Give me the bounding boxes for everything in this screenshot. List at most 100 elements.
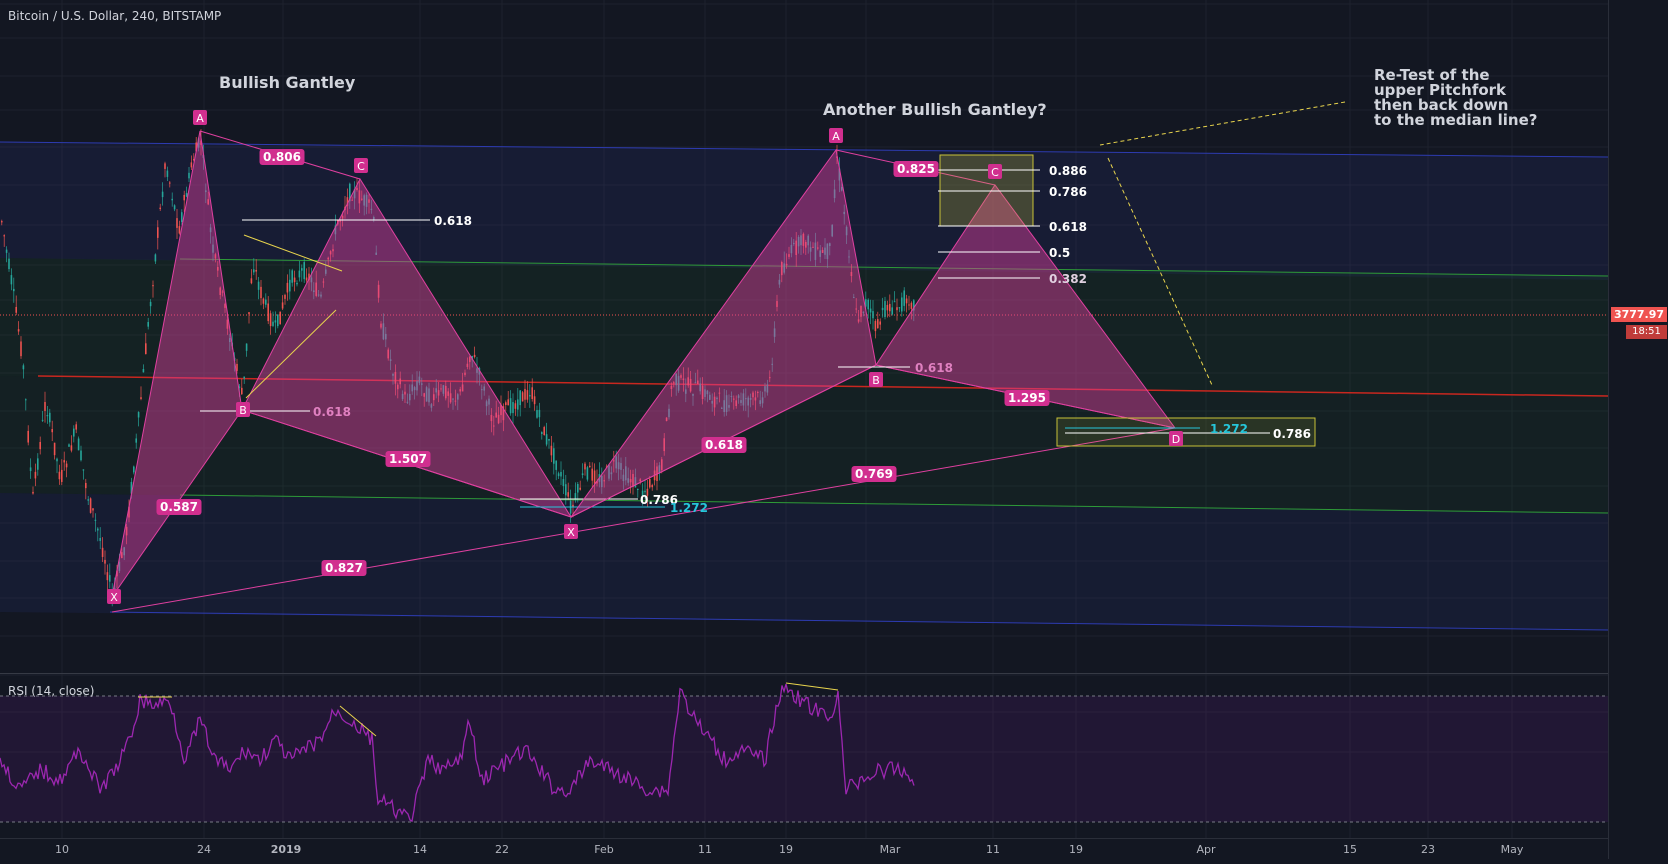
candle-body	[327, 257, 329, 260]
candle-body	[776, 301, 778, 307]
candle-body	[877, 319, 879, 329]
candle-body	[812, 246, 814, 248]
candle-body	[661, 459, 663, 470]
point-label-text: C	[357, 160, 365, 173]
candle-body	[509, 398, 512, 414]
fib-label: 0.618	[434, 214, 472, 228]
candle-body	[490, 414, 493, 422]
candle-body	[385, 333, 387, 340]
candle-body	[795, 240, 797, 255]
candle-body	[526, 390, 529, 400]
candle-body	[761, 397, 764, 404]
candle-body	[701, 385, 704, 399]
candle-body	[353, 189, 356, 199]
pane-separator[interactable]	[0, 673, 1608, 674]
candle-body	[253, 269, 255, 273]
candle-body	[226, 319, 229, 329]
time-axis[interactable]	[0, 838, 1608, 860]
candle-body	[555, 460, 557, 470]
candle-body	[881, 307, 884, 311]
candle-body	[75, 424, 77, 430]
price-axis[interactable]	[1608, 0, 1668, 859]
candle-body	[850, 271, 853, 277]
candle-body	[164, 163, 166, 169]
candle-body	[886, 304, 889, 311]
candle-body	[301, 268, 303, 271]
note-line: upper Pitchfork	[1374, 81, 1507, 99]
candle-body	[322, 281, 325, 283]
candle-body	[221, 291, 224, 293]
candle-body	[675, 373, 677, 386]
candle-body	[397, 384, 399, 390]
candle-body	[104, 559, 106, 564]
candle-body	[315, 282, 317, 296]
candle-body	[154, 254, 157, 262]
point-label	[869, 372, 883, 387]
candle-body	[389, 359, 392, 362]
candle-body	[435, 388, 437, 393]
time-axis-label: 14	[413, 843, 427, 856]
candle-body	[771, 363, 773, 365]
candle-body	[341, 215, 344, 219]
candle-body	[908, 304, 910, 306]
candle-body	[61, 469, 63, 482]
candle-body	[305, 277, 308, 281]
title-right-annotation[interactable]: Another Bullish Gantley?	[823, 100, 1047, 119]
title-left-annotation[interactable]: Bullish Gantley	[219, 73, 356, 92]
candle-body	[814, 242, 817, 260]
candle-body	[817, 247, 819, 249]
candle-body	[716, 397, 718, 400]
candle-body	[562, 479, 565, 487]
candle-body	[85, 482, 87, 489]
candle-body	[171, 198, 173, 201]
candle-body	[209, 227, 212, 233]
candle-body	[269, 313, 272, 327]
candle-body	[629, 479, 632, 483]
candle-body	[286, 282, 289, 293]
yellow-trend-lower	[245, 309, 337, 399]
time-axis-label: Feb	[594, 843, 613, 856]
candle-body	[646, 488, 649, 496]
candle-body	[622, 474, 625, 482]
candle-body	[308, 273, 310, 281]
candle-body	[147, 322, 149, 327]
candle-body	[22, 365, 25, 370]
symbol-title[interactable]: Bitcoin / U.S. Dollar, 240, BITSTAMP	[8, 9, 222, 23]
rsi-div-2	[339, 705, 377, 737]
candle-body	[833, 189, 836, 199]
candle-body	[560, 471, 562, 477]
ratio-label	[851, 466, 897, 482]
candle-body	[130, 481, 133, 494]
candle-body	[773, 328, 776, 337]
candle-body	[709, 394, 711, 400]
candle-body	[277, 314, 279, 327]
ratio-label-text: 0.587	[160, 500, 198, 514]
candle-body	[538, 409, 541, 418]
candle-body	[689, 378, 692, 392]
candle-body	[603, 480, 605, 482]
candle-body	[865, 299, 867, 307]
candle-body	[128, 506, 130, 518]
candle-body	[284, 294, 286, 299]
candle-body	[140, 397, 142, 399]
ratio-label	[385, 451, 431, 467]
candle-body	[272, 321, 274, 326]
candle-body	[20, 341, 22, 357]
candle-body	[214, 254, 217, 259]
pitchfork-median-line	[37, 375, 1609, 397]
candle-body	[51, 429, 53, 433]
candle-body	[41, 419, 44, 421]
rsi-title[interactable]: RSI (14, close)	[8, 684, 95, 698]
candle-body	[754, 397, 757, 401]
candle-body	[339, 220, 341, 222]
pitchfork-green-lower	[179, 494, 1609, 514]
candle-body	[159, 207, 161, 210]
candle-body	[800, 235, 802, 246]
candle-body	[1, 221, 3, 223]
yellow-trend-upper	[243, 234, 343, 272]
candle-body	[5, 249, 8, 253]
fib-label: 0.886	[1049, 164, 1087, 178]
